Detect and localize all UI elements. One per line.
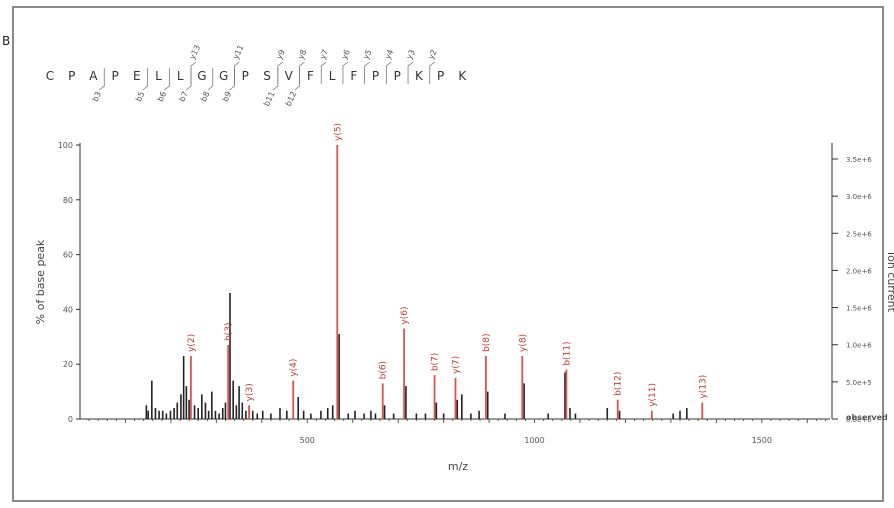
y-tick-label: 20 bbox=[63, 360, 73, 369]
chart-axes: 0 20 40 60 80 100 500 1000 1500 0.0e+0 5.0e+5 1.0e+… bbox=[58, 141, 873, 445]
right-tick-label: 5.0e+5 bbox=[846, 379, 872, 387]
peak-label: b(8) bbox=[482, 334, 492, 352]
fragment-bracket bbox=[277, 61, 284, 84]
fragment-bracket bbox=[320, 61, 327, 84]
fragment-label: y6 bbox=[340, 48, 352, 61]
fragment-bracket bbox=[407, 61, 414, 84]
right-tick-label: 1.5e+6 bbox=[846, 305, 872, 313]
fragment-label: y8 bbox=[296, 48, 308, 61]
fragment-label: y13 bbox=[188, 44, 202, 61]
peak-label: y(11) bbox=[648, 383, 658, 407]
peak-label: y(7) bbox=[451, 356, 461, 374]
peak-label: b(7) bbox=[431, 353, 441, 371]
peak-label: b(3) bbox=[224, 323, 234, 341]
x-tick-label: 1500 bbox=[752, 436, 772, 445]
sequence-residue: P bbox=[68, 69, 75, 83]
fragment-bracket bbox=[185, 68, 192, 91]
right-tick-label: 1.0e+6 bbox=[846, 342, 872, 350]
peak-label: y(13) bbox=[698, 375, 708, 399]
fragment-bracket bbox=[342, 61, 349, 84]
sequence-residue: P bbox=[111, 69, 118, 83]
sequence-residue: K bbox=[458, 69, 467, 83]
fragment-bracket bbox=[294, 68, 300, 91]
fragment-bracket bbox=[429, 61, 435, 84]
y-tick-label: 100 bbox=[58, 141, 73, 150]
peak-label: y(3) bbox=[245, 383, 255, 401]
fragment-bracket bbox=[229, 68, 235, 91]
fragment-label: b9 bbox=[221, 90, 233, 103]
peak-label: y(6) bbox=[400, 307, 410, 325]
x-axis-label: m/z bbox=[448, 460, 468, 473]
sequence-residue: P bbox=[437, 69, 444, 83]
fragment-label: y2 bbox=[426, 48, 438, 61]
fragment-label: y5 bbox=[361, 48, 373, 61]
fragment-bracket bbox=[234, 61, 240, 84]
fragment-bracket bbox=[272, 68, 279, 91]
right-tick-label: 2.0e+6 bbox=[846, 267, 872, 275]
y-axis-label: % of base peak bbox=[34, 239, 47, 324]
peak-label: b(12) bbox=[614, 372, 624, 396]
fragment-label: b6 bbox=[156, 90, 168, 103]
sequence-residue: L bbox=[177, 69, 184, 83]
peak-label: b(11) bbox=[562, 341, 572, 365]
sequence-residue: V bbox=[285, 69, 294, 83]
fragment-bracket bbox=[364, 61, 370, 84]
fragment-label: y11 bbox=[231, 44, 245, 61]
fragment-label: b12 bbox=[284, 90, 299, 108]
sequence-residue: C bbox=[46, 69, 54, 83]
sequence-residue: K bbox=[415, 69, 424, 83]
panel-label: B bbox=[2, 34, 11, 48]
sequence-residue: E bbox=[133, 69, 141, 83]
fragment-bracket bbox=[142, 68, 149, 91]
fragment-bracket bbox=[99, 68, 105, 91]
fragment-label: y9 bbox=[275, 48, 287, 61]
fragment-label: y3 bbox=[405, 48, 417, 61]
right-axis-label: ion current bbox=[885, 252, 894, 313]
peak-label: y(8) bbox=[518, 334, 528, 352]
y-tick-label: 40 bbox=[63, 305, 73, 314]
fragment-label: b3 bbox=[91, 90, 103, 103]
sequence-residue: P bbox=[372, 69, 379, 83]
fragment-label: b11 bbox=[262, 90, 277, 108]
y-tick-label: 80 bbox=[63, 196, 73, 205]
sequence-residue: F bbox=[307, 69, 314, 83]
sequence-residue: F bbox=[350, 69, 357, 83]
sequence-residue: A bbox=[89, 69, 98, 83]
peak-label: y(4) bbox=[289, 359, 299, 377]
fragment-label: y7 bbox=[318, 48, 330, 61]
sequence-residue: L bbox=[155, 69, 162, 83]
x-tick-label: 500 bbox=[300, 436, 315, 445]
peak-label: y(2) bbox=[187, 334, 197, 352]
sequence-residue: P bbox=[394, 69, 401, 83]
sequence-residue: P bbox=[242, 69, 249, 83]
peak-label: b(6) bbox=[379, 361, 389, 379]
fragment-label: b8 bbox=[199, 90, 211, 103]
sequence-residue: G bbox=[197, 69, 206, 83]
sequence-residue: S bbox=[263, 69, 271, 83]
fragment-bracket bbox=[385, 61, 392, 84]
y-tick-label: 60 bbox=[63, 251, 73, 260]
fragment-bracket bbox=[207, 68, 214, 91]
right-tick-label: 0.0e+0 bbox=[846, 416, 872, 424]
fragment-label: b7 bbox=[177, 90, 189, 103]
x-tick-label: 1000 bbox=[524, 436, 544, 445]
fragment-label: b5 bbox=[134, 90, 146, 103]
sequence-residue: L bbox=[329, 69, 336, 83]
spectrum-peaks: y(2) b(3) y(3) y(4) y(5) b(6) y(6) b(7) y(7) b(8)… bbox=[145, 123, 708, 419]
right-tick-label: 3.0e+6 bbox=[846, 193, 872, 201]
fragment-bracket bbox=[190, 61, 197, 84]
observed-legend: observed bbox=[846, 413, 888, 422]
fragment-bracket bbox=[164, 68, 170, 91]
right-tick-label: 2.5e+6 bbox=[846, 230, 872, 238]
right-tick-label: 3.5e+6 bbox=[846, 156, 872, 164]
sequence-residue: G bbox=[219, 69, 228, 83]
peak-label: y(5) bbox=[333, 123, 343, 141]
fragment-label: y4 bbox=[383, 48, 395, 61]
fragment-bracket bbox=[299, 61, 305, 84]
y-tick-label: 0 bbox=[68, 415, 73, 424]
